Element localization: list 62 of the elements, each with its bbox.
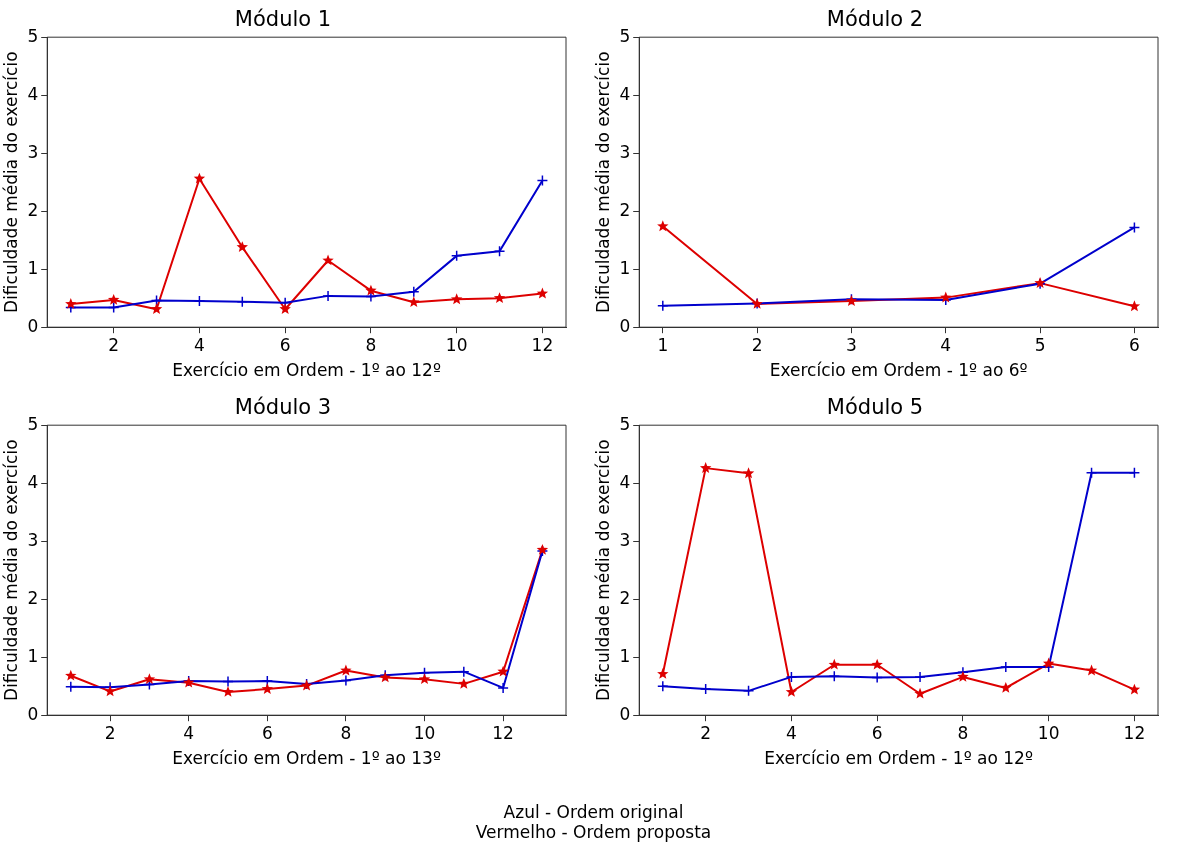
y-tick-label: 4 (27, 471, 39, 492)
y-tick-label: 2 (27, 199, 39, 220)
x-tick-label: 6 (261, 722, 273, 743)
y-tick-label: 3 (27, 529, 39, 550)
y-tick-label: 0 (619, 315, 631, 336)
y-tick-label: 2 (619, 199, 631, 220)
y-tick-label: 3 (619, 141, 631, 162)
y-tick-label: 1 (27, 257, 39, 278)
text: Azul - Ordem original (502, 802, 685, 822)
y-axis-title: Dificuldade média do exercício (0, 51, 21, 313)
y-tick-label: 4 (619, 83, 631, 104)
y-axis-title: Dificuldade média do exercício (592, 439, 613, 701)
chart-title: Módulo 5 (826, 395, 924, 420)
y-tick-label: 1 (27, 645, 39, 666)
x-axis-title: Exercício em Ordem - 1º ao 12º (764, 748, 1033, 769)
y-tick-label: 5 (27, 413, 39, 434)
chart-title: Módulo 2 (826, 7, 924, 32)
y-tick-label: 4 (619, 471, 631, 492)
y-tick-label: 4 (27, 83, 39, 104)
y-tick-label: 3 (27, 141, 39, 162)
x-tick-label: 1 (657, 334, 669, 355)
y-axis-title: Dificuldade média do exercício (0, 439, 21, 701)
x-tick-label: 6 (279, 334, 291, 355)
x-axis-title: Exercício em Ordem - 1º ao 6º (769, 360, 1028, 381)
x-axis-title: Exercício em Ordem - 1º ao 12º (172, 360, 441, 381)
y-tick-label: 0 (619, 703, 631, 724)
x-tick-label: 4 (183, 722, 195, 743)
y-tick-label: 0 (27, 703, 39, 724)
x-tick-label: 4 (786, 722, 797, 743)
x-tick-label: 2 (104, 722, 116, 743)
y-tick-label: 5 (27, 25, 39, 46)
x-tick-label: 2 (751, 334, 763, 355)
chart-title: Módulo 1 (234, 7, 332, 32)
chart-title: Módulo 3 (234, 395, 332, 420)
x-tick-label: 2 (108, 334, 120, 355)
y-tick-label: 0 (27, 315, 39, 336)
y-tick-label: 2 (619, 587, 631, 608)
x-tick-label: 12 (1123, 722, 1146, 743)
y-tick-label: 5 (619, 25, 631, 46)
text: Vermelho - Ordem proposta (474, 822, 713, 842)
y-tick-label: 1 (619, 645, 631, 666)
x-tick-label: 6 (871, 722, 883, 743)
y-axis-title: Dificuldade média do exercício (592, 51, 613, 313)
x-tick-label: 3 (846, 334, 857, 355)
y-tick-label: 2 (27, 587, 39, 608)
y-tick-label: 3 (619, 529, 631, 550)
x-tick-label: 8 (340, 722, 352, 743)
x-tick-label: 10 (413, 722, 436, 743)
x-tick-label: 10 (445, 334, 468, 355)
x-tick-label: 4 (940, 334, 952, 355)
x-tick-label: 12 (492, 722, 514, 743)
x-tick-label: 4 (194, 334, 205, 355)
x-tick-label: 2 (700, 722, 712, 743)
x-axis-title: Exercício em Ordem - 1º ao 13º (172, 748, 441, 769)
x-tick-label: 10 (1037, 722, 1060, 743)
y-tick-label: 5 (619, 413, 631, 434)
x-tick-label: 8 (957, 722, 969, 743)
x-tick-label: 8 (365, 334, 377, 355)
x-tick-label: 12 (531, 334, 554, 355)
y-tick-label: 1 (619, 257, 631, 278)
x-tick-label: 6 (1129, 334, 1140, 355)
x-tick-label: 5 (1034, 334, 1046, 355)
